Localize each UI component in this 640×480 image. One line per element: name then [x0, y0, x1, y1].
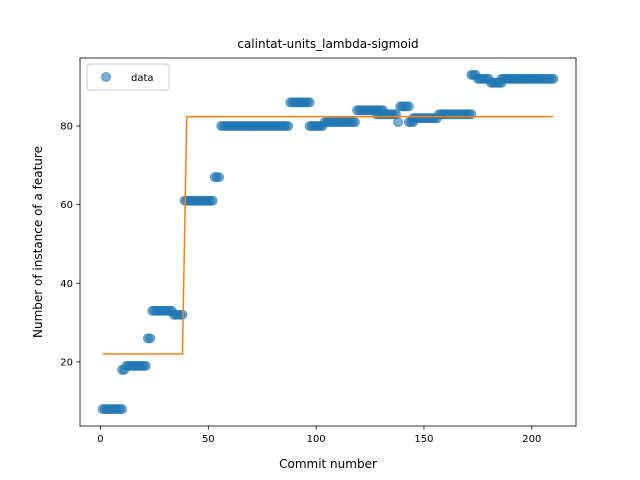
data-point: [117, 404, 128, 415]
data-point: [283, 121, 294, 132]
legend: data: [86, 63, 170, 91]
y-tick-label: 60: [60, 200, 73, 211]
legend-frame: [86, 63, 170, 91]
data-point: [207, 195, 218, 206]
data-point: [145, 333, 156, 344]
data-point: [548, 73, 559, 84]
data-point: [393, 117, 404, 128]
y-tick-label: 40: [60, 279, 73, 290]
x-tick-label: 200: [522, 434, 541, 445]
fit-line: [102, 115, 554, 355]
chart-title: calintat-units_lambda-sigmoid: [237, 37, 418, 51]
y-axis-label: Number of instance of a feature: [31, 146, 45, 338]
data-point: [403, 101, 414, 112]
data-point: [466, 109, 477, 120]
x-tick-label: 150: [414, 434, 433, 445]
axes: 0 50 100 150 200 20 40 60 80: [60, 57, 577, 445]
x-tick-label: 50: [202, 434, 215, 445]
x-tick-label: 0: [97, 434, 103, 445]
y-tick-label: 80: [60, 122, 73, 133]
x-axis-label: Commit number: [279, 457, 377, 471]
y-tick-label: 20: [60, 357, 73, 368]
legend-marker-data: [101, 72, 111, 82]
axes-frame: [79, 57, 577, 427]
legend-label-data: data: [131, 73, 154, 84]
plot-area: [97, 69, 559, 415]
x-tick-label: 100: [307, 434, 326, 445]
data-point: [349, 117, 360, 128]
data-point: [304, 97, 315, 108]
data-point: [140, 360, 151, 371]
data-point: [214, 172, 225, 183]
